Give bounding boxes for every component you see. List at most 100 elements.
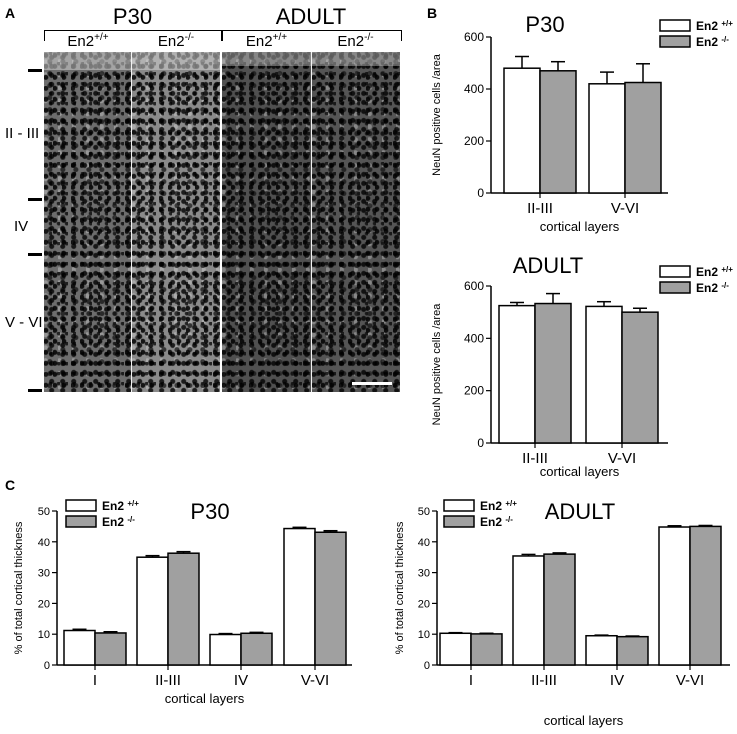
y-tick-label: 0 [44, 660, 50, 672]
bar [167, 552, 200, 666]
chart-c-p30: P30 0 10 20 30 40 50 I II-III IV V-VI cortical laye… [13, 499, 352, 706]
layer-label-v-vi: V - VI [5, 314, 43, 331]
bar [616, 635, 649, 666]
legend-label: En2 -/- [696, 281, 729, 295]
layer-boundary-1 [28, 69, 42, 72]
scale-bar [352, 382, 392, 385]
bar [209, 633, 242, 666]
layer-i-band-p30 [44, 52, 220, 70]
legend-swatch [659, 35, 691, 48]
x-axis-label: cortical layers [544, 713, 624, 728]
micrograph-adult-ko [312, 52, 400, 392]
bar [136, 556, 169, 666]
y-tick-label: 0 [477, 436, 484, 450]
y-tick-label: 400 [464, 82, 484, 96]
y-tick-label: 50 [38, 506, 50, 518]
x-axis-label: cortical layers [165, 691, 245, 706]
y-tick-label: 30 [418, 568, 430, 580]
chart-title: P30 [190, 499, 229, 524]
layer-label-iv: IV [14, 218, 29, 235]
legend-swatch [65, 499, 97, 512]
layer-label-ii-iii: II - III [5, 125, 40, 142]
bar [314, 531, 347, 666]
bar [689, 525, 722, 666]
legend-swatch [443, 499, 475, 512]
y-tick-label: 600 [464, 279, 484, 293]
y-tick-label: 50 [418, 506, 430, 518]
genotype-label-p30-ko: En2-/- [157, 32, 195, 50]
genotype-label-p30-wt: En2+/+ [67, 32, 109, 50]
chart-title: ADULT [545, 499, 616, 524]
layer-boundary-2 [28, 198, 42, 201]
x-axis-label: cortical layers [540, 464, 620, 479]
y-tick-label: 0 [424, 660, 430, 672]
y-tick-label: 0 [477, 186, 484, 200]
legend-swatch [443, 515, 475, 528]
y-axis-label: NeuN positive cells /area [431, 303, 443, 426]
bar [63, 629, 96, 666]
panel-c-letter: C [5, 477, 16, 493]
y-axis-label: NeuN positive cells /area [431, 53, 443, 176]
divider-p30 [131, 52, 132, 392]
legend-swatch [659, 265, 691, 278]
panel-b-letter: B [427, 5, 438, 21]
bar [585, 634, 618, 666]
y-tick-label: 600 [464, 30, 484, 44]
x-tick-label: IV [610, 672, 624, 689]
bar [470, 633, 503, 666]
x-axis-label: cortical layers [540, 219, 620, 234]
y-tick-label: 200 [464, 384, 484, 398]
genotype-label-adult-wt: En2+/+ [245, 32, 288, 50]
x-tick-label: V-VI [608, 450, 636, 467]
legend-label: En2 -/- [696, 35, 729, 49]
x-tick-label: V-VI [611, 200, 639, 217]
bar [658, 526, 691, 666]
layer-boundary-3 [28, 253, 42, 256]
divider-adult [311, 52, 312, 392]
legend-swatch [659, 19, 691, 32]
y-axis-label: % of total cortical thickness [13, 521, 25, 654]
bar [512, 555, 545, 666]
legend-label: En2 +/+ [480, 499, 517, 513]
bar [534, 302, 572, 444]
y-tick-label: 20 [38, 598, 50, 610]
bar [588, 83, 626, 194]
y-tick-label: 200 [464, 134, 484, 148]
bar [621, 311, 659, 444]
y-tick-label: 10 [38, 629, 50, 641]
bar [624, 81, 662, 194]
x-tick-label: II-III [155, 672, 181, 689]
chart-c-adult: ADULT 0 10 20 30 40 50 I II-III IV V-VI cortical la… [394, 499, 730, 728]
legend-label: En2 -/- [480, 515, 513, 529]
chart-title: ADULT [513, 253, 584, 278]
micro-title-adult: ADULT [275, 4, 347, 29]
panel-a-letter: A [5, 5, 16, 21]
chart-b-p30: P30 0 200 400 600 II-III V-VI cortical layers Ne… [431, 12, 733, 234]
bar [585, 305, 623, 444]
y-tick-label: 40 [38, 537, 50, 549]
bracket-adult [222, 30, 402, 41]
legend-label: En2 +/+ [102, 499, 139, 513]
y-axis-label: % of total cortical thickness [394, 521, 406, 654]
bar [539, 70, 577, 194]
bar [439, 632, 472, 666]
bracket-p30 [44, 30, 222, 41]
bar [240, 632, 273, 666]
x-tick-label: II-III [522, 450, 548, 467]
x-tick-label: IV [234, 672, 248, 689]
micro-title-p30: P30 [112, 4, 153, 29]
micrograph-p30-ko [132, 52, 220, 392]
micrograph-adult-wt [222, 52, 311, 392]
micrograph-p30-wt [44, 52, 131, 392]
legend-swatch [65, 515, 97, 528]
layer-boundary-4 [28, 389, 42, 392]
bar [543, 553, 576, 666]
genotype-label-adult-ko: En2-/- [337, 32, 374, 50]
bar [283, 527, 316, 666]
bar [94, 632, 127, 666]
legend-swatch [659, 281, 691, 294]
y-tick-label: 30 [38, 568, 50, 580]
y-tick-label: 40 [418, 537, 430, 549]
